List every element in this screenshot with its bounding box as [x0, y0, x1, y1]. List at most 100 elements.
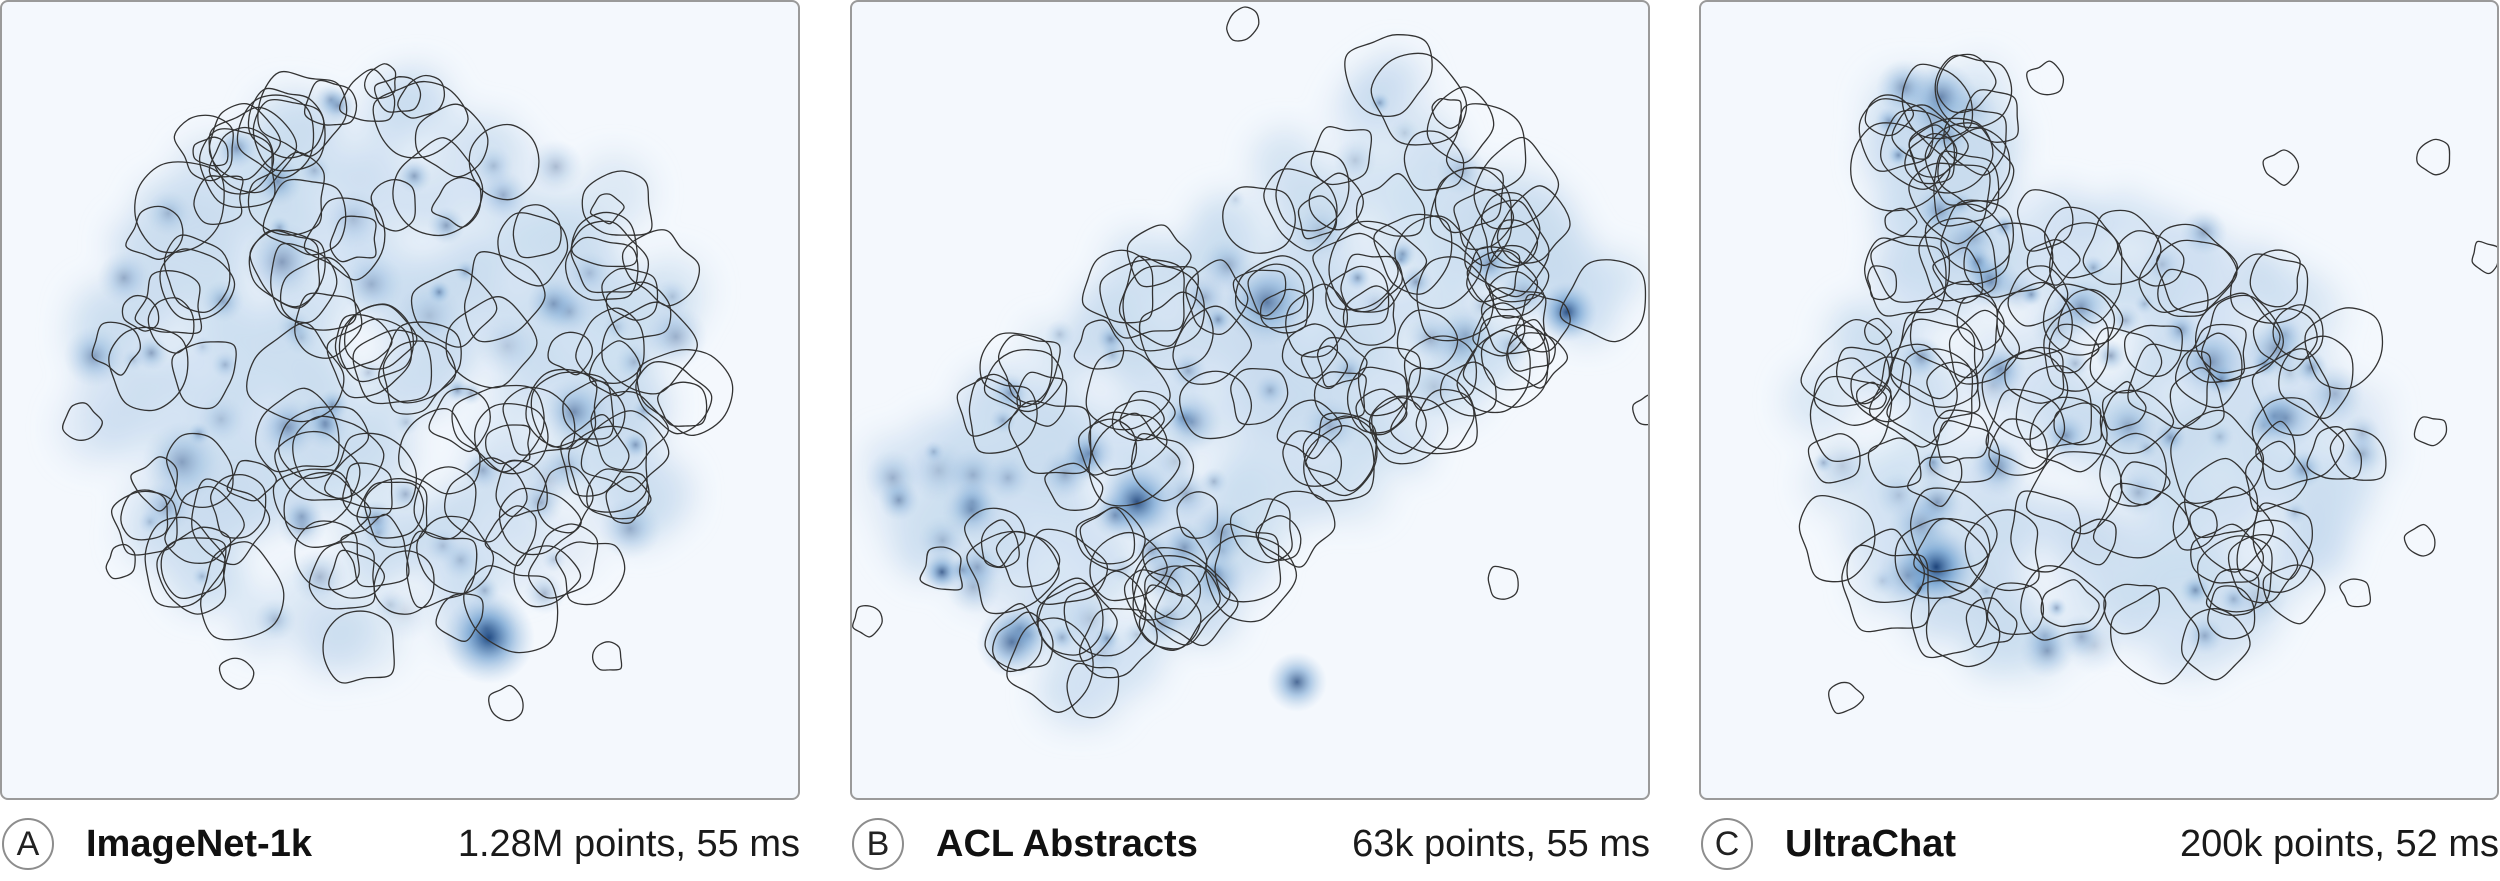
cluster-region — [2057, 288, 2124, 346]
cluster-region — [2048, 323, 2100, 374]
panel-letter-badge: A — [2, 818, 54, 870]
density-underlay — [55, 65, 711, 682]
cluster-region — [2043, 307, 2110, 392]
cluster-map-svg — [852, 6, 1648, 729]
cluster-region — [342, 462, 393, 519]
cluster-region — [328, 549, 386, 599]
cluster-region — [431, 176, 482, 228]
dataset-name: ACL Abstracts — [936, 823, 1198, 865]
cluster-region — [2174, 332, 2243, 409]
density-map-ultrachat — [1699, 0, 2499, 800]
cluster-region — [1913, 517, 1991, 592]
cluster-region — [1828, 681, 1865, 715]
cluster-region — [2092, 482, 2190, 559]
cluster-region — [1981, 350, 2069, 440]
cluster-region — [1434, 166, 1504, 234]
cluster-region — [159, 248, 236, 321]
cluster-region — [294, 520, 360, 591]
cluster-region — [1037, 577, 1104, 656]
cluster-region — [1006, 617, 1094, 713]
cluster-region — [364, 63, 397, 100]
cluster-region — [61, 402, 103, 441]
cluster-region — [980, 519, 1020, 569]
cluster-region — [1439, 361, 1497, 417]
cluster-region — [252, 98, 326, 172]
cluster-region — [1154, 564, 1239, 647]
cluster-region — [1855, 381, 1887, 410]
cluster-region — [1126, 224, 1192, 288]
cluster-region — [2306, 426, 2363, 480]
cluster-region — [163, 234, 231, 313]
cluster-region — [372, 80, 469, 159]
cluster-region — [1846, 528, 1925, 604]
cluster-region — [2170, 409, 2265, 505]
cluster-region — [370, 179, 416, 232]
cluster-region — [324, 432, 418, 510]
cluster-region — [2138, 223, 2239, 313]
cluster-region — [405, 530, 478, 609]
cluster-region — [2205, 568, 2260, 617]
cluster-region — [1910, 580, 1988, 659]
cluster-region — [1328, 220, 1428, 313]
panel-acl-abstracts: B ACL Abstracts 63k points, 55 ms — [850, 0, 1650, 881]
cluster-region — [1257, 490, 1336, 568]
cluster-region — [1490, 219, 1539, 267]
cluster-region — [605, 475, 652, 524]
cluster-region — [338, 68, 396, 122]
cluster-region — [1342, 285, 1397, 346]
cluster-region — [1119, 390, 1176, 441]
cluster-region — [528, 523, 599, 599]
cluster-region — [2004, 346, 2065, 404]
cluster-region — [1965, 597, 2018, 648]
cluster-outlines — [61, 63, 734, 722]
cluster-region — [1841, 544, 1930, 633]
cluster-region — [1963, 89, 2019, 143]
cluster-region — [278, 406, 369, 480]
panel-imagenet: A ImageNet-1k 1.28M points, 55 ms — [0, 0, 800, 881]
cluster-region — [590, 390, 670, 471]
cluster-region — [171, 341, 237, 410]
cluster-region — [1515, 293, 1571, 353]
cluster-region — [1894, 517, 1989, 599]
cluster-region — [468, 123, 540, 201]
cluster-region — [413, 466, 477, 540]
cluster-region — [580, 410, 670, 493]
dataset-stats: 200k points, 52 ms — [2180, 823, 2499, 865]
cluster-region — [1431, 97, 1462, 130]
cluster-region — [1940, 199, 2015, 274]
density-hotspots — [864, 92, 1597, 712]
cluster-region — [218, 657, 255, 690]
cluster-region — [1373, 213, 1453, 295]
cluster-region — [2200, 294, 2284, 382]
cluster-region — [444, 457, 528, 543]
cluster-region — [1355, 388, 1408, 436]
cluster-region — [586, 468, 650, 520]
cluster-region — [2403, 523, 2436, 557]
cluster-region — [1078, 607, 1158, 679]
cluster-region — [279, 256, 357, 331]
cluster-region — [2252, 502, 2313, 580]
cluster-region — [1473, 136, 1560, 230]
cluster-region — [601, 301, 698, 395]
cluster-region — [1344, 34, 1433, 118]
cluster-region — [2190, 523, 2264, 584]
cluster-region — [1924, 203, 2011, 286]
cluster-region — [121, 294, 160, 332]
cluster-region — [329, 215, 377, 263]
cluster-region — [1813, 357, 1892, 426]
cluster-region — [1111, 399, 1165, 442]
cluster-region — [2029, 396, 2108, 473]
cluster-region — [334, 313, 393, 370]
cluster-region — [2025, 451, 2123, 535]
cluster-region — [2123, 324, 2183, 378]
cluster-region — [1907, 456, 1963, 507]
cluster-region — [2040, 579, 2100, 628]
cluster-region — [995, 530, 1061, 588]
cluster-region — [192, 136, 229, 167]
cluster-region — [2110, 587, 2200, 685]
cluster-region — [2089, 327, 2163, 394]
cluster-region — [1123, 569, 1183, 621]
cluster-region — [2157, 268, 2209, 318]
cluster-region — [272, 468, 353, 530]
cluster-region — [416, 515, 495, 595]
